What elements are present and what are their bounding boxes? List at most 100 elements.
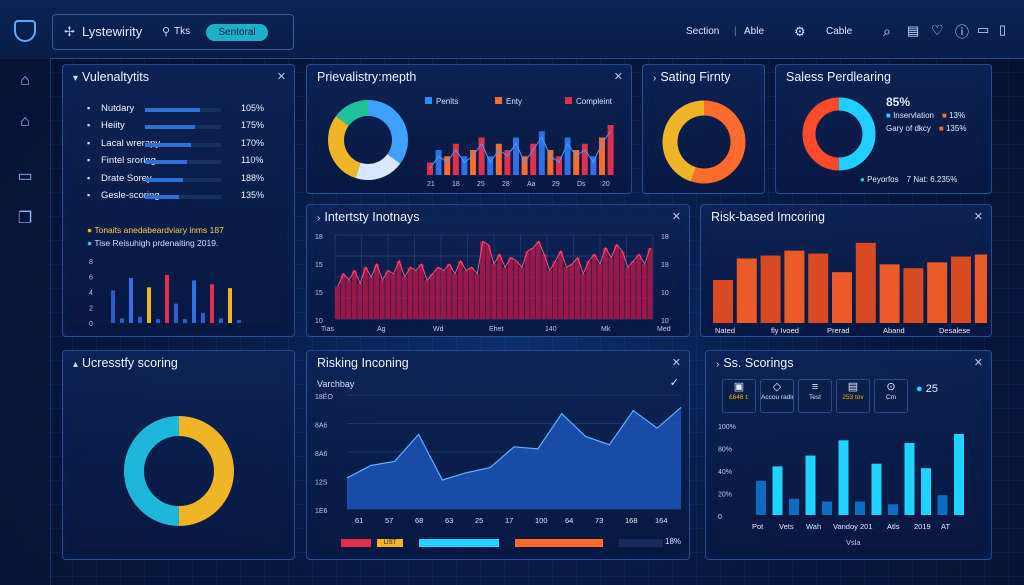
home-icon[interactable]: ⌂: [20, 72, 30, 89]
risking-subtitle: Varchbay: [317, 379, 355, 389]
x-tick-label: 164: [655, 516, 668, 525]
intensity-bar: [535, 241, 541, 319]
chevron-down-icon[interactable]: ▾: [73, 73, 79, 84]
close-icon[interactable]: ✕: [276, 71, 286, 83]
sales-legend-2-value: 135%: [945, 124, 967, 133]
vulnerability-row-label: Nutdary: [101, 103, 135, 114]
vulnerability-row-value: 105%: [241, 103, 265, 113]
vulnerability-row-bar: [145, 108, 200, 112]
intensity-bar: [457, 260, 463, 319]
x-tick-label: Ag: [377, 326, 386, 333]
ss-bar: [921, 468, 931, 515]
legend-item: Compleint: [565, 97, 612, 106]
ss-title: Ss. Scorings: [723, 356, 794, 370]
y-tick-label: 20%: [718, 492, 732, 499]
intensity-bar: [586, 260, 592, 319]
able-link[interactable]: Able: [744, 26, 765, 37]
x-tick-label: 68: [415, 516, 423, 525]
prievalistry-bar: [504, 150, 511, 175]
section-link[interactable]: Section: [686, 26, 720, 37]
vulnerability-chart-bar: [147, 287, 151, 323]
vulnerability-chart-bar: [201, 312, 205, 323]
vulnerability-row-label: Lacal wrerapy: [101, 137, 161, 149]
y-tick-label: 8A6: [315, 451, 328, 458]
sentoral-button[interactable]: Sentoral: [206, 24, 268, 41]
intensity-bar: [452, 273, 458, 319]
ss-bar: [838, 440, 849, 515]
chevron-right-icon[interactable]: ›: [653, 73, 657, 84]
info-icon[interactable]: ⓘ: [955, 24, 969, 40]
intensity-bar: [630, 260, 636, 319]
intensity-bar: [569, 264, 575, 319]
cable-link[interactable]: Cable: [826, 26, 853, 37]
ss-bar: [855, 501, 865, 515]
bottom-bar-label: LIST: [383, 540, 397, 546]
close-icon[interactable]: ✕: [973, 357, 983, 369]
legend-line-2: ● Tise Reisuhigh prdenaiting 2019.: [87, 238, 218, 248]
x-tick-label: Pot: [752, 522, 764, 531]
sales-footer-2: 7 Nat: 6.235%: [906, 175, 958, 184]
chevron-right-icon[interactable]: ›: [317, 213, 321, 224]
intensity-bar: [401, 277, 407, 319]
sentoral-button-label: Sentoral: [218, 27, 256, 38]
clipboard-icon[interactable]: ▭: [977, 22, 990, 37]
chevron-up-icon[interactable]: ▴: [73, 359, 79, 370]
search-icon[interactable]: ⌕: [883, 23, 891, 39]
close-icon[interactable]: ✕: [671, 357, 681, 369]
ss-icon-tile[interactable]: ▤ 253 tov: [836, 379, 870, 413]
ss-tile-icon: ▣: [733, 381, 745, 393]
sales-legend-1-value: 13%: [949, 111, 966, 120]
vulnerability-chart-bar: [120, 318, 124, 323]
vulnerability-row-bar: [145, 177, 183, 182]
intensity-bar: [407, 267, 413, 319]
phone-icon[interactable]: ▯: [999, 22, 1007, 37]
sating-title-wrap: › Sating Firnty: [653, 70, 731, 84]
folder-icon[interactable]: ▭: [17, 168, 33, 185]
uscore-title: Ucresstfy scoring: [82, 356, 178, 370]
vulnerability-row-label: Gesle-scoring: [101, 190, 160, 201]
y-tick-label: 12S: [315, 480, 328, 487]
legend-label: Penlts: [436, 97, 459, 106]
intensity-bar: [541, 254, 547, 319]
ss-icon-tile[interactable]: ≡ Test: [798, 379, 832, 413]
prievalistry-bar: [495, 143, 502, 175]
y-tick-label: 100%: [718, 424, 736, 431]
legend-item: Enty: [495, 97, 522, 106]
prievalistry-bar: [564, 137, 571, 175]
copy-icon[interactable]: ❐: [17, 210, 33, 227]
chevron-right-icon[interactable]: ›: [716, 359, 720, 370]
plus-icon: ✢: [64, 24, 75, 39]
building-icon[interactable]: ⌂: [20, 113, 30, 130]
settings-icon[interactable]: ⚙: [794, 24, 806, 39]
close-icon[interactable]: ✕: [613, 71, 623, 83]
close-icon[interactable]: ✕: [973, 211, 983, 223]
pin-icon[interactable]: ⚲: [162, 26, 171, 38]
document-icon[interactable]: ▤: [907, 23, 920, 38]
vulnerability-chart-bar: [111, 290, 115, 323]
intensity-bar: [591, 254, 597, 319]
risk-based-bar-chart: Nated fly Ivoed Prerad Aband Desalese: [713, 242, 987, 335]
ss-icon-tile[interactable]: ▣ £646 t:: [722, 379, 756, 413]
x-tick-label: Wah: [806, 522, 821, 531]
intensity-bar: [519, 267, 525, 319]
check-icon[interactable]: ✓: [669, 377, 679, 389]
sales-donut-chart: [802, 97, 876, 171]
ss-icon-tile[interactable]: ⊙ Cm: [874, 379, 908, 413]
ss-tile-icon: ▤: [847, 381, 859, 393]
tab-tks[interactable]: Tks: [174, 26, 191, 37]
app-name: Lystewirity: [82, 24, 143, 39]
legend-swatch: [425, 97, 432, 104]
x-tick-label: Desalese: [939, 326, 970, 335]
dot-icon: ●: [916, 383, 926, 395]
ss-scorings-panel: ›Ss. Scorings ✕ ▣£646 t:◇Accou rading≡Te…: [705, 350, 992, 560]
vulnerability-row-track: [145, 125, 221, 130]
vulnerability-row-track: [145, 142, 221, 147]
heart-icon[interactable]: ♡: [931, 22, 944, 38]
ss-tile-icon: ⊙: [886, 381, 896, 393]
ss-icon-tile[interactable]: ◇Accou rading: [760, 379, 794, 413]
bottom-bar-red: [341, 539, 371, 547]
divider: |: [734, 26, 737, 37]
intensity-bar: [597, 264, 603, 319]
vulnerability-row-value: 175%: [241, 120, 265, 131]
close-icon[interactable]: ✕: [671, 211, 681, 223]
